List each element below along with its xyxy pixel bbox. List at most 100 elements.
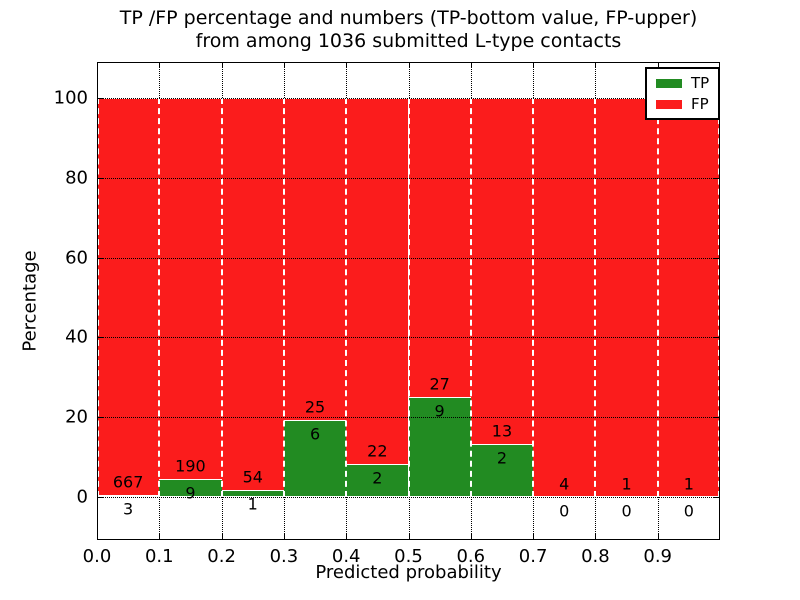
y-tick [98, 497, 103, 498]
plot-area: TP FP 667 3 190 9 54 1 25 6 22 2 27 9 13 2 4 0 1 0 1 0 [97, 62, 721, 540]
y-gridline [97, 337, 720, 339]
bin-divider [407, 98, 410, 497]
bin-divider [345, 98, 348, 497]
legend-item-fp: FP [656, 96, 709, 112]
y-tick [98, 337, 103, 339]
x-tick [97, 534, 98, 539]
x-tick [408, 63, 410, 68]
legend-label-fp: FP [691, 95, 709, 113]
legend-swatch-tp [656, 78, 682, 88]
x-axis-label: Predicted probability [315, 562, 502, 583]
tp-count-label: 0 [621, 501, 632, 521]
y-tick-label: 60 [65, 247, 88, 269]
bar-tp-1 [159, 478, 222, 497]
tp-count-label: 2 [496, 448, 508, 468]
y-tick [714, 337, 719, 339]
legend-item-tp: TP [656, 75, 709, 91]
x-tick [533, 63, 535, 68]
x-tick [283, 63, 285, 68]
x-tick [159, 534, 161, 539]
tp-count-label: 0 [683, 501, 694, 521]
bar-tp-6 [470, 443, 534, 497]
bin-divider [656, 98, 659, 497]
bin-divider [282, 98, 285, 497]
x-tick [533, 534, 535, 539]
tp-count-label: 0 [559, 501, 570, 521]
x-tick-label: 0.5 [394, 546, 423, 567]
bar-fp-8 [595, 98, 658, 497]
chart-title: TP /FP percentage and numbers (TP-bottom… [97, 7, 720, 53]
legend-swatch-fp [656, 99, 682, 109]
y-tick [98, 177, 103, 179]
bar-tp-3 [283, 419, 347, 497]
bar-fp-6 [470, 98, 534, 444]
x-tick [283, 534, 285, 539]
y-tick [714, 257, 719, 259]
x-tick [657, 534, 659, 539]
y-gridline [97, 98, 720, 99]
x-tick-label: 0.6 [456, 546, 486, 567]
bar-tp-0 [97, 495, 160, 498]
legend-label-tp: TP [691, 74, 710, 92]
fp-count-label: 1 [683, 474, 694, 494]
x-tick [346, 63, 348, 68]
x-tick-label: 0.4 [331, 546, 361, 567]
x-tick-label: 0.7 [518, 546, 548, 567]
y-gridline [97, 497, 720, 498]
y-tick [98, 98, 103, 99]
x-tick [408, 534, 410, 539]
x-tick [221, 63, 223, 68]
x-tick-label: 0.0 [82, 546, 112, 567]
tp-count-label: 2 [372, 468, 383, 488]
tp-count-label: 3 [123, 499, 134, 519]
y-tick [714, 497, 719, 498]
x-tick-label: 0.2 [207, 546, 236, 567]
y-gridline [97, 257, 720, 259]
y-tick-label: 100 [53, 87, 88, 109]
y-tick [714, 177, 719, 179]
x-tick-label: 0.8 [581, 546, 610, 567]
y-gridline [97, 177, 720, 179]
x-tick-label: 0.1 [144, 546, 174, 567]
fp-count-label: 22 [367, 441, 388, 461]
fp-count-label: 4 [559, 474, 570, 494]
bar-fp-9 [657, 98, 720, 497]
bar-fp-0 [97, 98, 160, 496]
y-tick [714, 417, 719, 419]
y-tick-label: 40 [65, 326, 88, 348]
bin-divider [594, 98, 597, 497]
bin-divider [469, 98, 472, 497]
x-tick [657, 63, 659, 68]
bar-fp-1 [159, 98, 222, 479]
bin-divider [97, 98, 99, 497]
bar-fp-4 [346, 98, 409, 464]
chart-title-line1: TP /FP percentage and numbers (TP-bottom… [119, 7, 698, 29]
fp-count-label: 1 [621, 474, 632, 494]
bar-fp-7 [533, 98, 596, 497]
y-tick-label: 0 [76, 486, 88, 508]
x-tick-label: 0.3 [269, 546, 299, 567]
x-tick [346, 534, 348, 539]
legend: TP FP [645, 67, 721, 120]
x-tick [595, 63, 597, 68]
x-tick [595, 534, 597, 539]
bar-tp-4 [346, 463, 409, 497]
bar-fp-3 [283, 98, 347, 420]
y-tick-label: 20 [65, 406, 88, 428]
bar-tp-5 [408, 397, 471, 497]
bin-divider [158, 98, 161, 497]
x-tick [470, 534, 472, 539]
bar-fp-2 [221, 98, 284, 490]
x-tick [221, 534, 223, 539]
bin-divider [220, 98, 223, 497]
bar-tp-2 [221, 489, 284, 497]
fp-count-label: 13 [491, 421, 513, 441]
fp-count-label: 190 [175, 456, 206, 476]
tp-count-label: 1 [247, 494, 258, 514]
fp-count-label: 25 [304, 397, 326, 417]
tp-count-label: 6 [309, 424, 321, 444]
fp-count-label: 27 [429, 374, 450, 394]
bin-divider [718, 98, 720, 497]
y-gridline [97, 417, 720, 419]
